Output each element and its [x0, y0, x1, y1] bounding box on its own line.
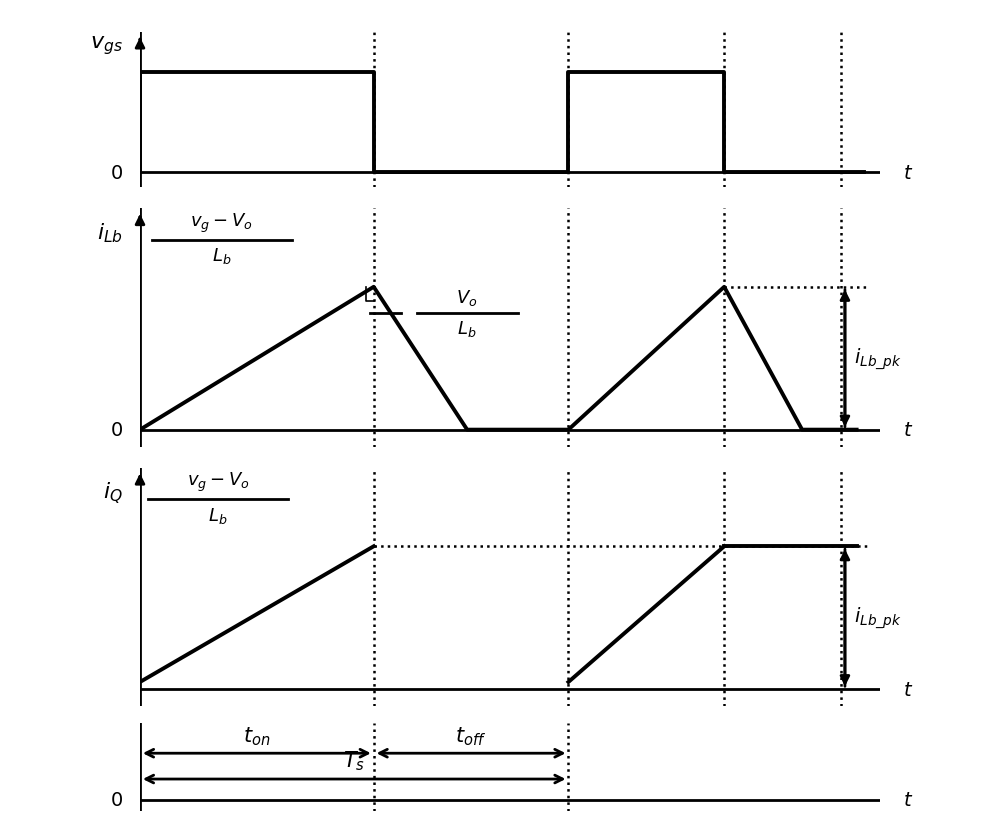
Text: $t$: $t$ — [903, 680, 914, 699]
Text: $0$: $0$ — [110, 421, 123, 440]
Text: $i_Q$: $i_Q$ — [103, 480, 123, 505]
Text: $0$: $0$ — [110, 791, 123, 809]
Text: $v_g-V_o$: $v_g-V_o$ — [190, 212, 253, 235]
Text: $v_{gs}$: $v_{gs}$ — [90, 34, 123, 57]
Text: $i_{Lb\_pk}$: $i_{Lb\_pk}$ — [854, 605, 902, 630]
Text: $L_b$: $L_b$ — [457, 319, 477, 339]
Text: $i_{Lb}$: $i_{Lb}$ — [97, 222, 123, 245]
Text: $t$: $t$ — [903, 791, 914, 809]
Text: $L_b$: $L_b$ — [212, 246, 232, 266]
Text: $T_s$: $T_s$ — [343, 749, 365, 772]
Text: $t_{on}$: $t_{on}$ — [243, 724, 271, 747]
Text: $L_b$: $L_b$ — [208, 505, 228, 525]
Text: $t$: $t$ — [903, 421, 914, 440]
Text: $V_o$: $V_o$ — [456, 288, 478, 308]
Text: $0$: $0$ — [110, 164, 123, 182]
Text: $t_{off}$: $t_{off}$ — [455, 724, 487, 747]
Text: $i_{Lb\_pk}$: $i_{Lb\_pk}$ — [854, 346, 902, 371]
Text: $t$: $t$ — [903, 164, 914, 182]
Text: $v_g-V_o$: $v_g-V_o$ — [187, 471, 249, 494]
